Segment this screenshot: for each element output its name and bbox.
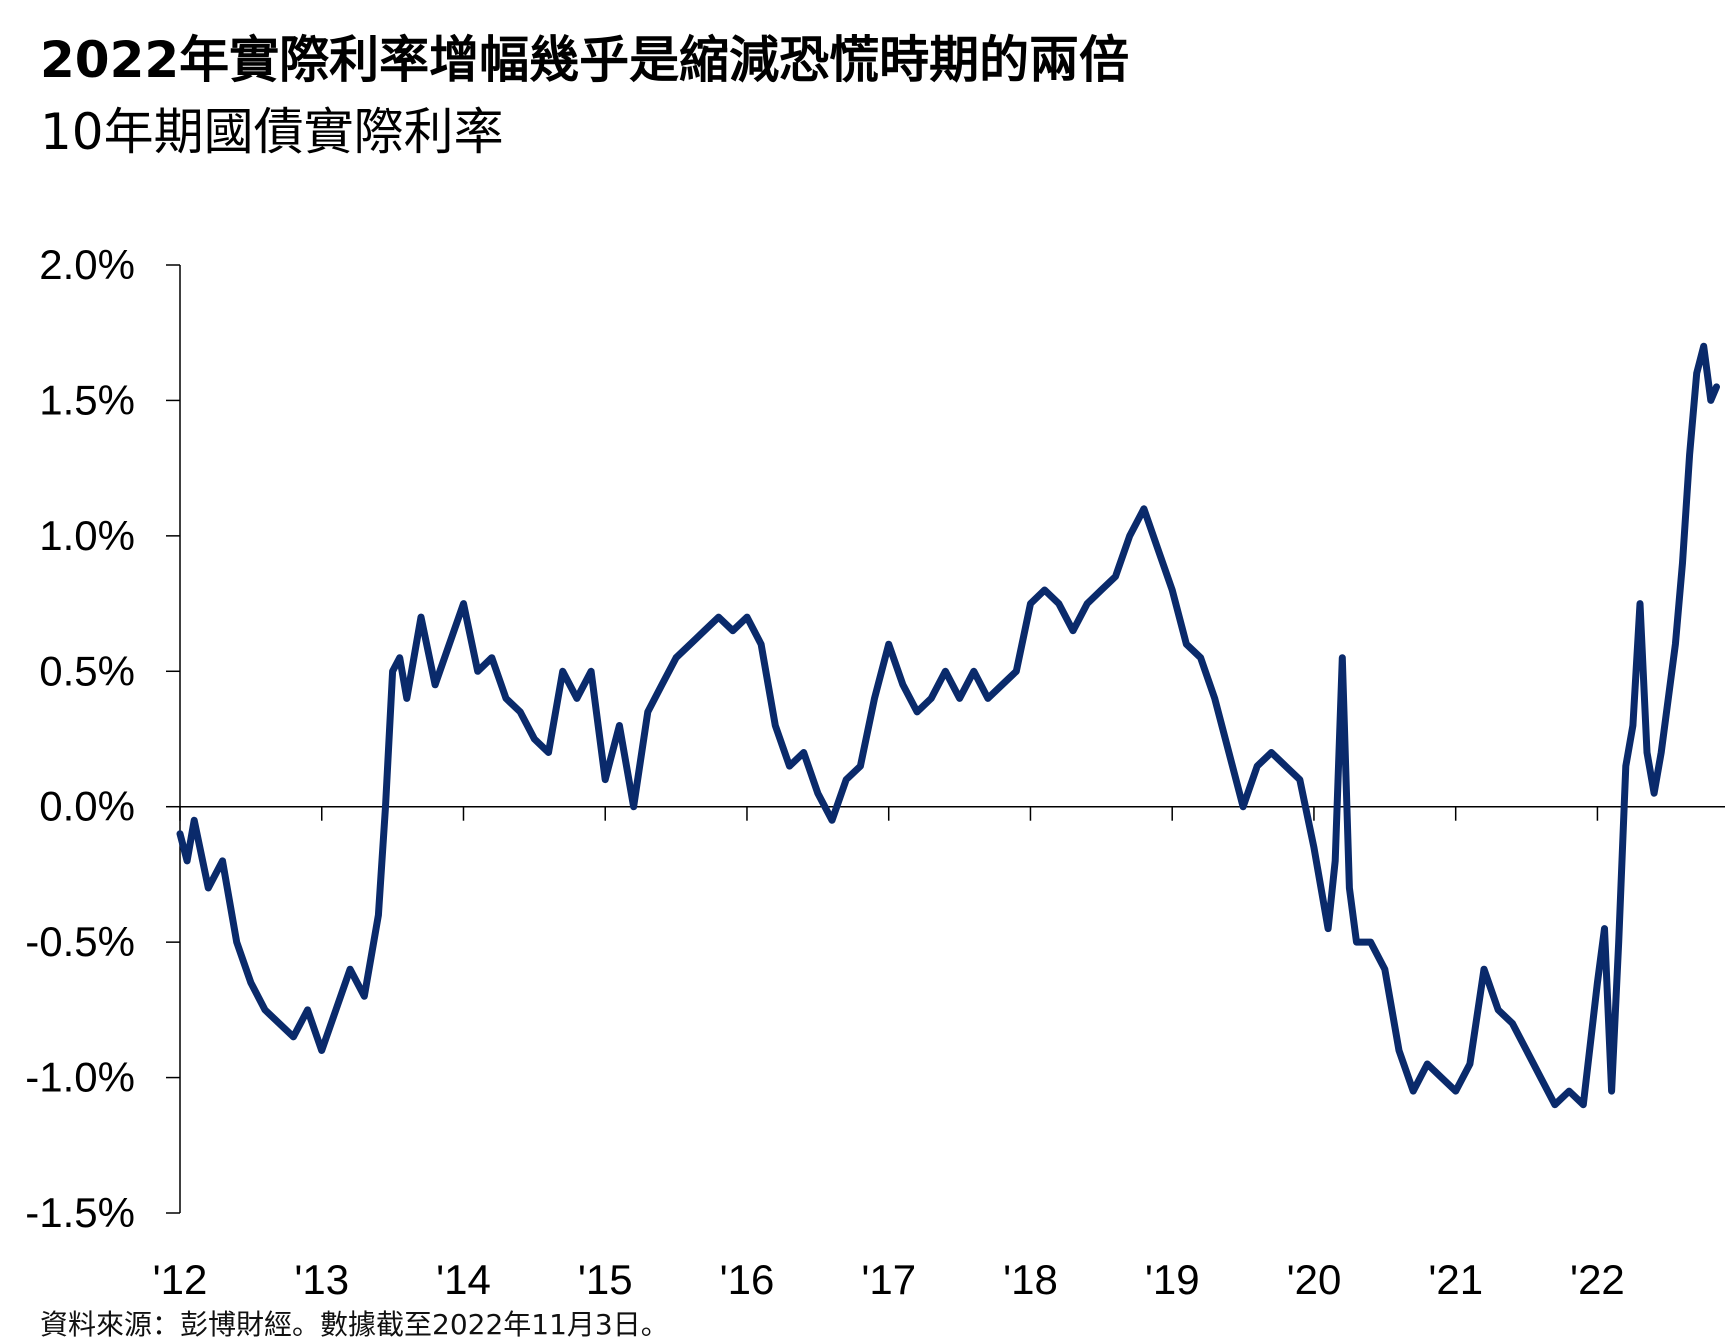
y-axis: 2.0% 1.5% 1.0% 0.5% 0.0% -0.5% -1.0% -1.5% <box>25 241 181 1236</box>
y-tick-label: 0.5% <box>39 647 135 694</box>
y-tick-label: 0.0% <box>39 783 135 830</box>
series-line-0 <box>176 342 1720 1109</box>
x-tick-label: '21 <box>1428 1256 1483 1303</box>
y-tick-label: -1.5% <box>25 1189 135 1236</box>
y-tick-label: 1.0% <box>39 512 135 559</box>
y-tick-label: 1.5% <box>39 376 135 423</box>
x-tick-label: '22 <box>1570 1256 1625 1303</box>
x-tick-label: '19 <box>1145 1256 1200 1303</box>
y-tick-label: -0.5% <box>25 918 135 965</box>
x-tick-label: '18 <box>1003 1256 1058 1303</box>
x-axis: '12 '13 '14 '15 '16 '17 '18 '19 '20 '21 '22 <box>153 805 1725 1303</box>
x-tick-label: '13 <box>294 1256 349 1303</box>
x-tick-label: '17 <box>861 1256 916 1303</box>
x-tick-label: '15 <box>578 1256 633 1303</box>
series-group <box>176 342 1720 1109</box>
x-tick-label: '12 <box>153 1256 208 1303</box>
chart-subtitle: 10年期國債實際利率 <box>40 103 504 161</box>
x-tick-label: '20 <box>1287 1256 1342 1303</box>
x-tick-label: '14 <box>436 1256 491 1303</box>
chart-title: 2022年實際利率增幅幾乎是縮減恐慌時期的兩倍 <box>40 31 1130 89</box>
source-note: 資料來源：彭博財經。數據截至2022年11月3日。 <box>40 1308 669 1341</box>
y-tick-label: -1.0% <box>25 1054 135 1101</box>
y-tick-label: 2.0% <box>39 241 135 288</box>
x-tick-label: '16 <box>720 1256 775 1303</box>
